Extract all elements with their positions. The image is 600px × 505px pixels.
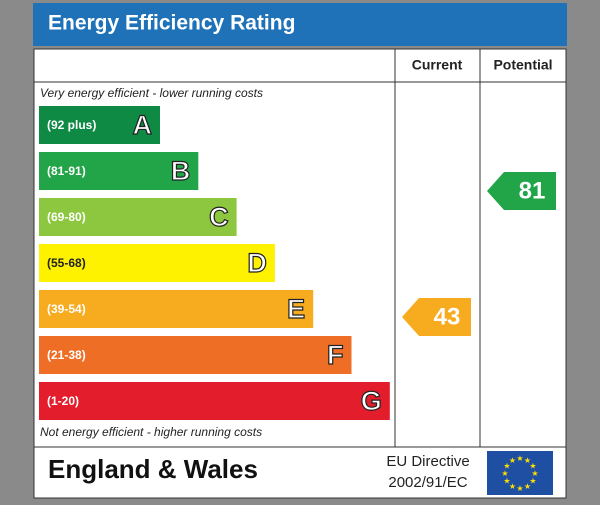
eu-stars: ★ ★★★★★★★★★★★ [501,454,538,493]
band-range: (21-38) [47,348,86,362]
region: England & Wales [48,454,258,484]
eu-star: ★ [516,454,523,463]
eu-star: ★ [529,477,536,486]
band-letter: F [327,340,344,370]
band-range: (81-91) [47,164,86,178]
eu-star: ★ [524,456,531,465]
band-letter: C [209,202,229,232]
band-letter: G [361,386,382,416]
eu-star: ★ [509,456,516,465]
eu-star: ★ [501,469,508,478]
eu-star: ★ [529,462,536,471]
band-range: (69-80) [47,210,86,224]
directive: 2002/91/EC [388,474,467,491]
eu-star: ★ [503,477,510,486]
eu-star: ★ [509,482,516,491]
band [39,152,199,190]
band [39,106,160,144]
column-header: Current [412,57,463,73]
band-letter: E [287,294,305,324]
band [39,198,237,236]
band-letter: A [133,110,153,140]
band-range: (1-20) [47,394,79,408]
rating-arrow [402,298,471,336]
rating-arrow [487,172,556,210]
band-range: (92 plus) [47,118,96,132]
band [39,382,390,420]
band-range: (39-54) [47,302,86,316]
eu-star: ★ [531,469,538,478]
eu-star: ★ [516,484,523,493]
rating-value: 81 [519,177,546,204]
band-letter: D [247,248,267,278]
band-letter: B [171,156,191,186]
directive: EU Directive [386,453,469,470]
top-note: Very energy efficient - lower running co… [40,86,263,100]
bottom-note: Not energy efficient - higher running co… [40,425,262,439]
rating-value: 43 [434,303,461,330]
band-range: (55-68) [47,256,86,270]
eu-star: ★ [503,462,510,471]
column-header: Potential [493,57,552,73]
eu-star: ★ [524,482,531,491]
title: Energy Efficiency Rating [48,12,295,35]
band [39,244,275,282]
eu-flag [487,451,553,495]
band [39,336,352,374]
title-bar [33,3,567,46]
band [39,290,314,328]
